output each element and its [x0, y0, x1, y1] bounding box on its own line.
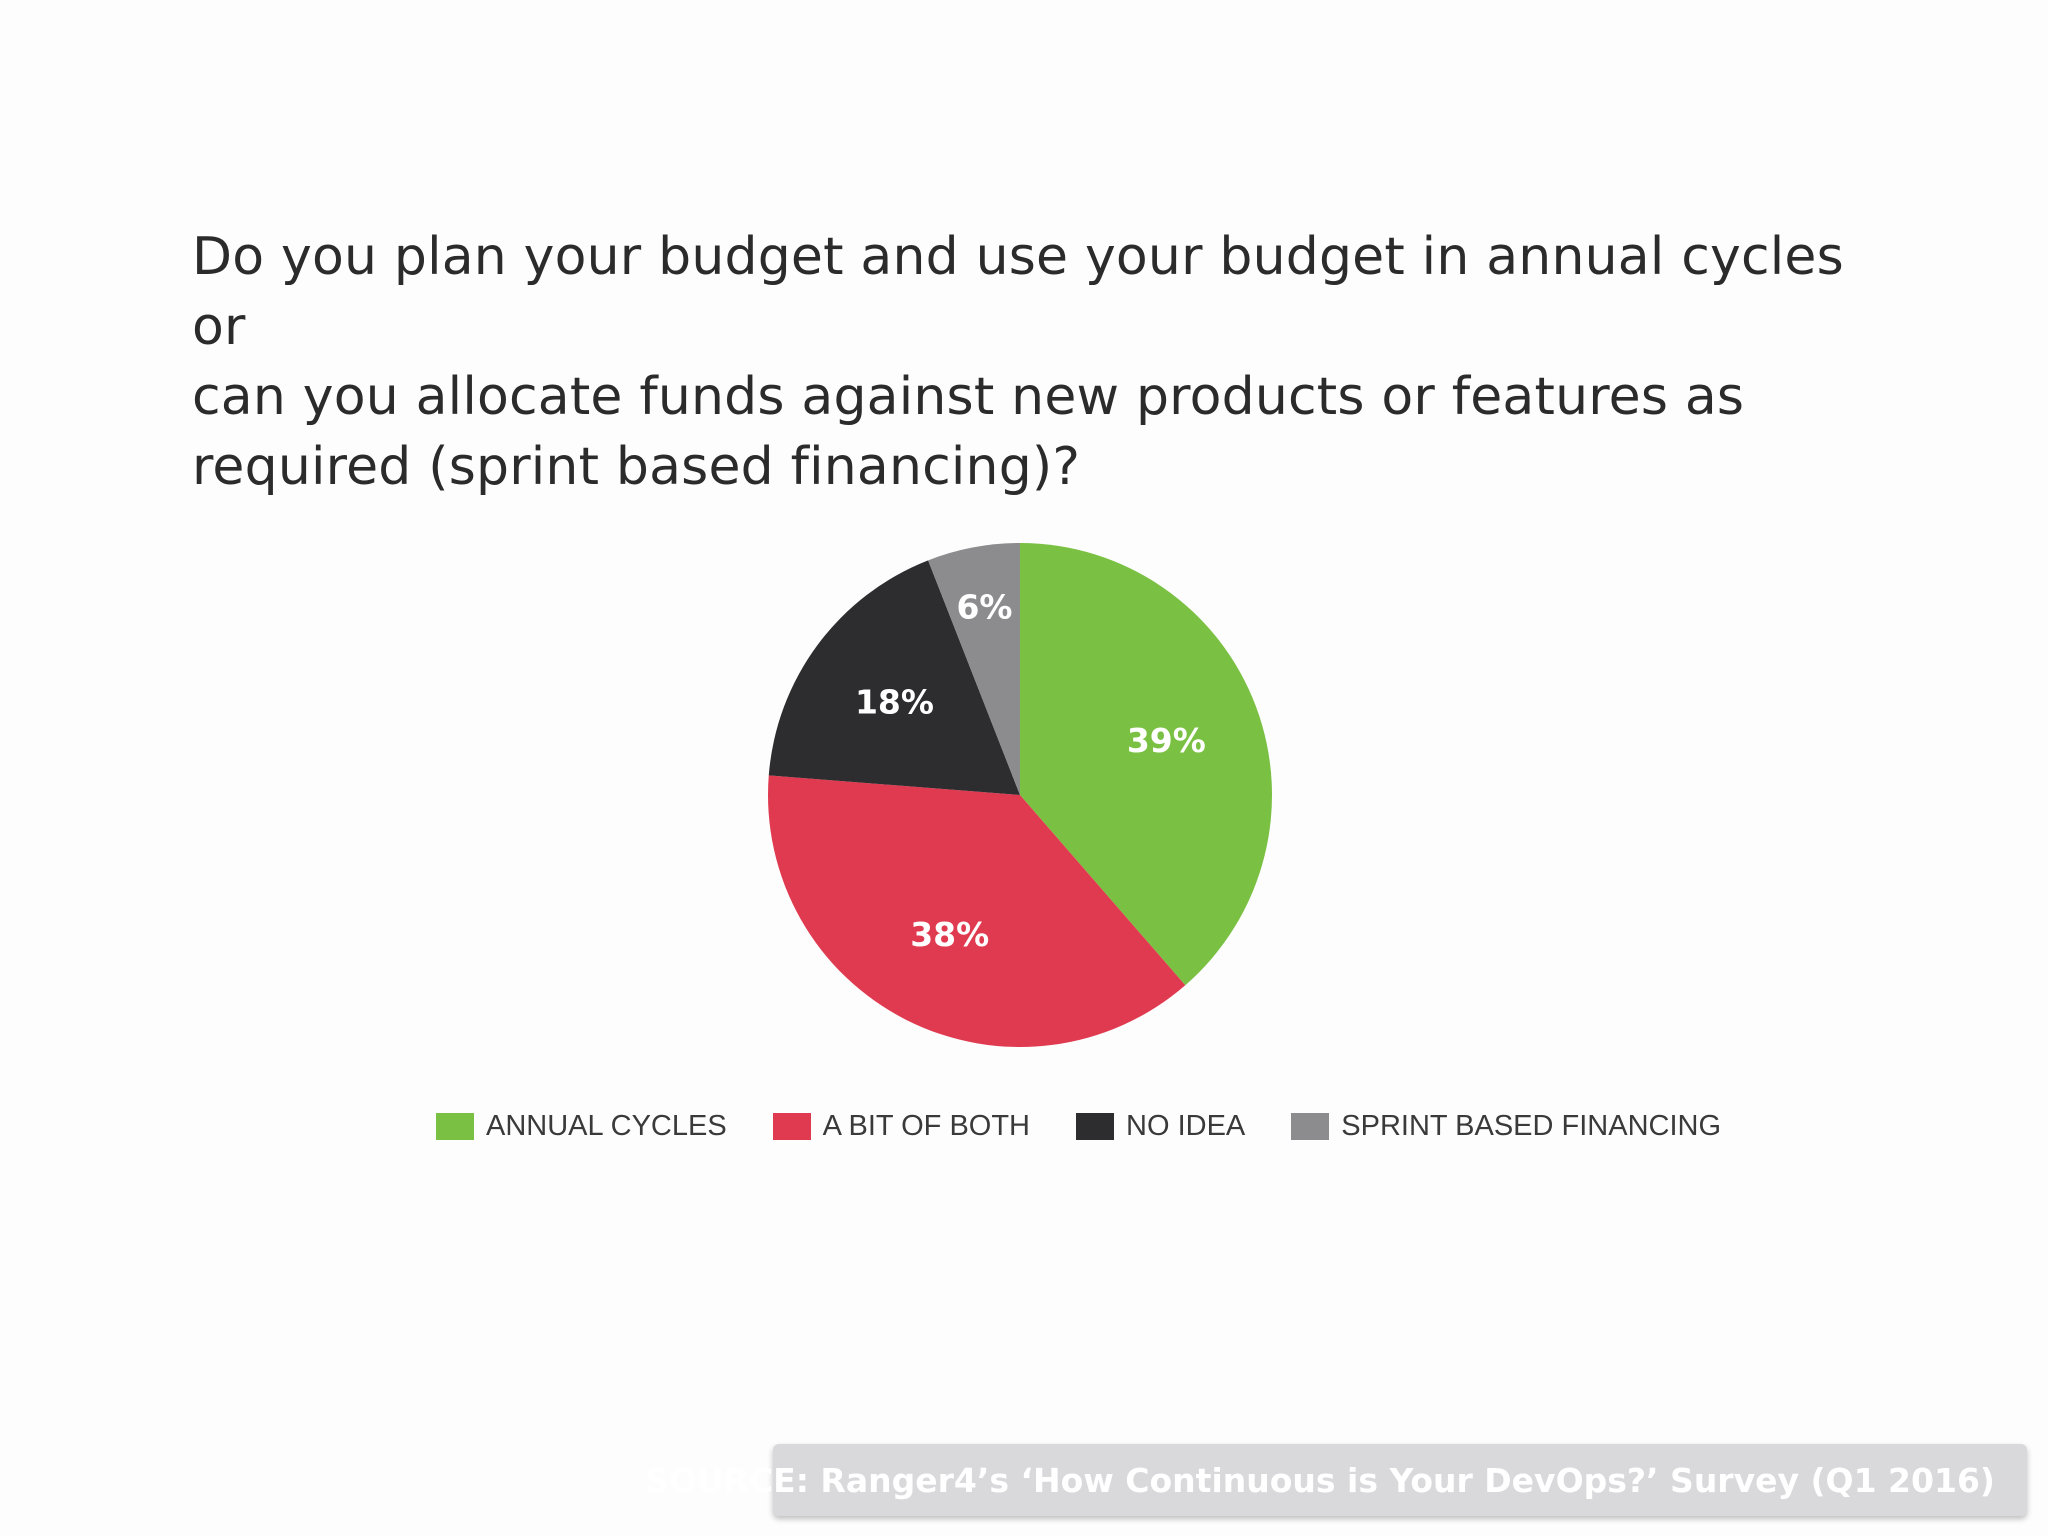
legend-label: A BIT OF BOTH [822, 1110, 1031, 1142]
legend-item-sprint-based-financing: SPRINT BASED FINANCING [1291, 1110, 1721, 1143]
legend-swatch [436, 1113, 474, 1140]
title-line-1: Do you plan your budget and use your bud… [192, 227, 1844, 357]
legend-label: SPRINT BASED FINANCING [1341, 1110, 1722, 1142]
source-banner: SOURCE: Ranger4’s ‘How Continuous is You… [645, 1444, 2027, 1516]
legend-label: ANNUAL CYCLES [486, 1110, 727, 1142]
pie-slice-annual-cycles [1020, 543, 1273, 986]
legend-item-a-bit-of-both: A BIT OF BOTH [772, 1110, 1031, 1143]
pie-slice-no-idea [768, 560, 1020, 795]
pie-chart: 39% 38% 18% 6% [768, 543, 1273, 1048]
chart-legend: ANNUAL CYCLES A BIT OF BOTH NO IDEA SPRINT … [436, 1110, 1767, 1143]
title-line-3: required (sprint based financing)? [192, 437, 1081, 497]
legend-swatch [1291, 1113, 1330, 1140]
legend-swatch [772, 1113, 811, 1140]
legend-item-annual-cycles: ANNUAL CYCLES [436, 1110, 727, 1143]
pie-slice-sprint-based-financing [928, 543, 1020, 795]
legend-label: NO IDEA [1126, 1110, 1246, 1142]
title-line-2: can you allocate funds against new produ… [192, 367, 1745, 427]
legend-item-no-idea: NO IDEA [1076, 1110, 1245, 1143]
legend-swatch [1076, 1113, 1115, 1140]
source-text: SOURCE: Ranger4’s ‘How Continuous is You… [644, 1460, 1995, 1500]
slice-label-a-bit-of-both: 38% [910, 915, 989, 954]
pie-slice-a-bit-of-both [768, 775, 1186, 1048]
chart-title: Do you plan your budget and use your bud… [192, 222, 1912, 502]
slice-label-no-idea: 18% [855, 682, 934, 721]
slice-label-annual-cycles: 39% [1127, 721, 1206, 760]
slice-label-sprint-based-financing: 6% [956, 587, 1012, 626]
